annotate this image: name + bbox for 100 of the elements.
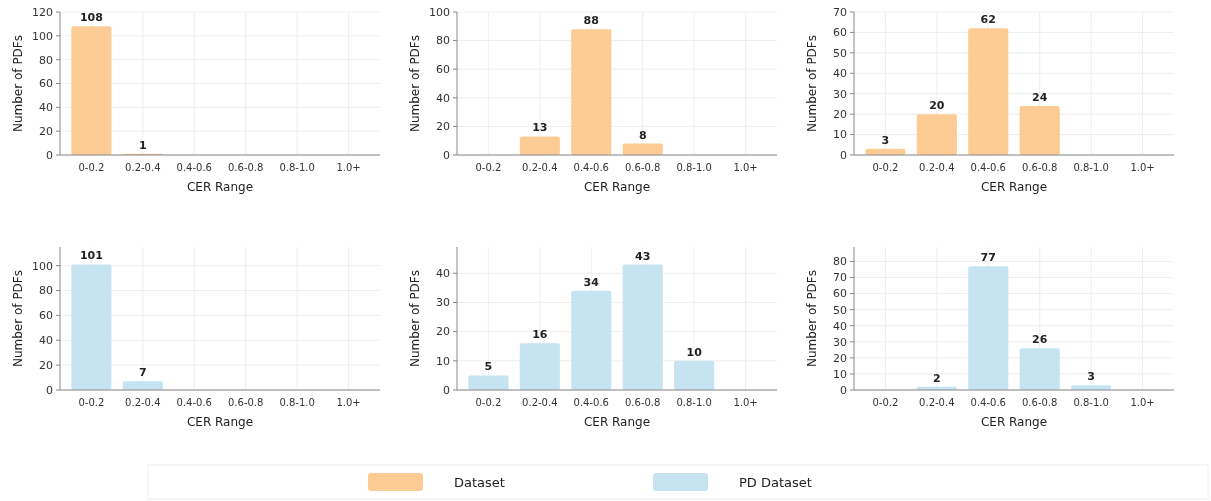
x-tick-label: 0.2-0.4 bbox=[919, 162, 955, 173]
x-tick-label: 0.6-0.8 bbox=[625, 162, 661, 173]
y-tick-label: 40 bbox=[39, 334, 53, 348]
x-tick-label: 0.2-0.4 bbox=[919, 397, 955, 408]
x-tick-label: 1.0+ bbox=[1130, 162, 1155, 173]
x-axis-title: CER Range bbox=[583, 180, 651, 194]
y-tick-label: 80 bbox=[436, 34, 450, 48]
x-tick-label: 0.2-0.4 bbox=[522, 162, 558, 173]
data-label: 62 bbox=[980, 13, 996, 27]
legend-label: PD Dataset bbox=[739, 474, 812, 490]
data-label: 13 bbox=[532, 121, 548, 135]
x-tick-label: 0.4-0.6 bbox=[970, 397, 1006, 408]
x-tick-label: 0-0.2 bbox=[872, 397, 899, 408]
x-tick-label: 0.8-1.0 bbox=[676, 397, 712, 408]
y-tick-label: 60 bbox=[833, 26, 847, 40]
y-tick-label: 20 bbox=[436, 120, 450, 134]
y-tick-label: 40 bbox=[436, 267, 450, 281]
data-label: 26 bbox=[1032, 333, 1048, 347]
y-tick-label: 0 bbox=[840, 148, 847, 162]
y-tick-label: 20 bbox=[833, 351, 847, 365]
y-tick-label: 100 bbox=[32, 29, 53, 43]
y-tick-label: 30 bbox=[436, 296, 450, 310]
y-tick-label: 60 bbox=[39, 77, 53, 91]
y-tick-label: 20 bbox=[833, 107, 847, 121]
y-axis-title: Number of PDFs bbox=[11, 34, 25, 133]
data-label: 2 bbox=[933, 371, 941, 385]
y-tick-label: 70 bbox=[833, 271, 847, 285]
x-tick-label: 0.8-1.0 bbox=[1073, 397, 1109, 408]
y-tick-label: 60 bbox=[436, 63, 450, 77]
x-tick-label: 0-0.2 bbox=[475, 162, 502, 173]
data-label: 88 bbox=[583, 14, 599, 28]
x-axis-title: CER Range bbox=[583, 415, 651, 429]
y-tick-label: 60 bbox=[833, 287, 847, 301]
x-tick-label: 0.4-0.6 bbox=[970, 162, 1006, 173]
data-label: 108 bbox=[79, 11, 103, 25]
data-label: 8 bbox=[638, 128, 647, 142]
y-tick-label: 40 bbox=[39, 101, 53, 115]
legend-label: Dataset bbox=[454, 474, 505, 490]
data-label: 1 bbox=[139, 138, 147, 152]
data-label: 3 bbox=[881, 133, 890, 147]
x-tick-label: 0.4-0.6 bbox=[573, 162, 609, 173]
y-axis-title: Number of PDFs bbox=[408, 269, 422, 368]
x-axis-title: CER Range bbox=[186, 180, 254, 194]
y-axis-title: Number of PDFs bbox=[11, 269, 25, 368]
x-tick-label: 0.8-1.0 bbox=[279, 397, 315, 408]
y-tick-label: 20 bbox=[39, 358, 53, 372]
y-tick-label: 40 bbox=[833, 319, 847, 333]
x-tick-label: 1.0+ bbox=[733, 397, 758, 408]
x-tick-label: 0.8-1.0 bbox=[676, 162, 712, 173]
x-tick-label: 0-0.2 bbox=[475, 397, 502, 408]
y-tick-label: 30 bbox=[833, 87, 847, 101]
x-tick-label: 0.6-0.8 bbox=[1022, 162, 1058, 173]
data-label: 16 bbox=[532, 328, 548, 342]
y-tick-label: 10 bbox=[833, 128, 847, 142]
x-axis-title: CER Range bbox=[186, 415, 254, 429]
x-tick-label: 0-0.2 bbox=[872, 162, 899, 173]
y-tick-label: 0 bbox=[46, 148, 53, 162]
y-tick-label: 0 bbox=[443, 148, 450, 162]
data-label: 10 bbox=[686, 345, 703, 359]
y-axis-title: Number of PDFs bbox=[805, 269, 819, 368]
x-tick-label: 0.6-0.8 bbox=[228, 162, 264, 173]
x-tick-label: 1.0+ bbox=[733, 162, 758, 173]
x-tick-label: 0.2-0.4 bbox=[125, 162, 161, 173]
x-tick-label: 0.8-1.0 bbox=[279, 162, 315, 173]
y-tick-label: 10 bbox=[833, 367, 847, 381]
data-label: 20 bbox=[929, 99, 945, 113]
y-tick-label: 20 bbox=[39, 125, 53, 139]
x-tick-label: 0.2-0.4 bbox=[522, 397, 558, 408]
data-label: 5 bbox=[484, 360, 493, 374]
x-tick-label: 0.6-0.8 bbox=[625, 397, 661, 408]
y-tick-label: 80 bbox=[39, 284, 53, 298]
x-tick-label: 0.4-0.6 bbox=[573, 397, 609, 408]
y-tick-label: 0 bbox=[443, 383, 450, 397]
y-tick-label: 80 bbox=[39, 53, 53, 67]
y-tick-label: 120 bbox=[32, 5, 53, 19]
x-tick-label: 0.4-0.6 bbox=[176, 397, 212, 408]
y-tick-label: 50 bbox=[833, 46, 847, 60]
x-tick-label: 0-0.2 bbox=[78, 162, 105, 173]
y-tick-label: 40 bbox=[436, 91, 450, 105]
y-tick-label: 60 bbox=[39, 309, 53, 323]
y-tick-label: 70 bbox=[833, 5, 847, 19]
x-tick-label: 0.6-0.8 bbox=[1022, 397, 1058, 408]
x-tick-label: 1.0+ bbox=[336, 397, 361, 408]
y-tick-label: 30 bbox=[833, 335, 847, 349]
y-tick-label: 10 bbox=[436, 354, 450, 368]
y-tick-label: 0 bbox=[46, 383, 53, 397]
x-axis-title: CER Range bbox=[980, 180, 1048, 194]
y-tick-label: 100 bbox=[32, 259, 53, 273]
x-tick-label: 0.4-0.6 bbox=[176, 162, 212, 173]
y-tick-label: 100 bbox=[429, 5, 450, 19]
y-tick-label: 20 bbox=[436, 325, 450, 339]
y-axis-title: Number of PDFs bbox=[805, 34, 819, 133]
x-tick-label: 0.2-0.4 bbox=[125, 397, 161, 408]
y-tick-label: 50 bbox=[833, 303, 847, 317]
data-label: 3 bbox=[1087, 370, 1095, 384]
y-tick-label: 80 bbox=[833, 255, 847, 269]
data-label: 77 bbox=[980, 251, 996, 265]
data-label: 24 bbox=[1032, 90, 1048, 104]
x-tick-label: 1.0+ bbox=[336, 162, 361, 173]
x-tick-label: 0.8-1.0 bbox=[1073, 162, 1109, 173]
